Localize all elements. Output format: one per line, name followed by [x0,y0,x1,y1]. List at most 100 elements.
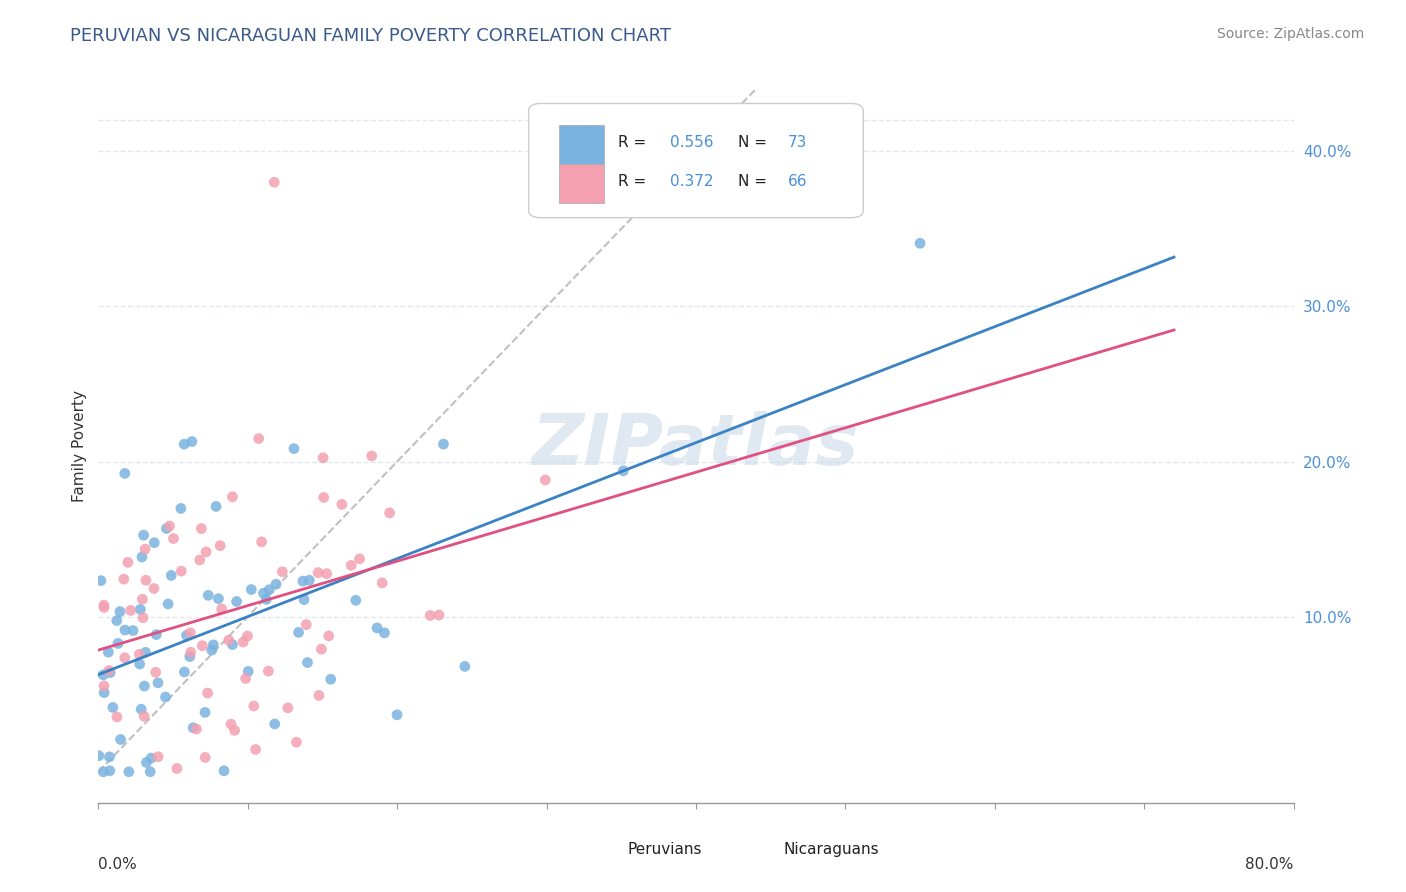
Point [277,701,299,715]
Point [97,645,120,659]
Text: PERUVIAN VS NICARAGUAN FAMILY POVERTY CORRELATION CHART: PERUVIAN VS NICARAGUAN FAMILY POVERTY CO… [70,27,671,45]
Point [179,649,201,664]
Point [105,710,128,724]
Point [135,756,157,770]
Point [194,750,217,764]
Point [110,732,132,747]
Point [194,706,217,720]
Point [257,664,280,678]
Point [93,600,115,615]
Point [98,764,121,778]
Point [114,650,136,665]
Point [218,633,240,648]
FancyBboxPatch shape [529,103,863,218]
Text: 80.0%: 80.0% [1246,857,1294,872]
Point [97,664,120,678]
Point [311,642,333,657]
Point [180,434,202,449]
Point [250,534,273,549]
Point [908,236,931,251]
Point [283,442,305,456]
Point [176,628,198,642]
Point [107,636,129,650]
Point [134,645,156,659]
Point [308,689,330,703]
Point [257,582,280,597]
Point [129,602,152,616]
Text: ZIPatlas: ZIPatlas [533,411,859,481]
Point [378,506,401,520]
FancyBboxPatch shape [558,125,605,164]
Point [128,657,150,671]
Point [180,645,202,659]
Text: 73: 73 [787,136,807,150]
Point [285,735,308,749]
Point [454,659,477,673]
Point [91,668,114,682]
Point [292,592,315,607]
Point [118,764,141,779]
Y-axis label: Family Poverty: Family Poverty [72,390,87,502]
Point [93,679,115,693]
Point [298,573,321,587]
Point [344,593,367,607]
Point [105,614,128,628]
FancyBboxPatch shape [558,164,605,203]
Point [155,521,177,535]
Point [427,608,450,623]
Point [181,721,204,735]
Point [101,700,124,714]
Point [330,497,353,511]
Point [360,449,382,463]
Point [209,539,232,553]
Point [264,577,287,591]
FancyBboxPatch shape [744,835,773,863]
Point [236,629,259,643]
Point [173,665,195,679]
Point [371,575,394,590]
Point [190,522,212,536]
Point [114,623,136,637]
Point [159,519,181,533]
Point [132,611,155,625]
Point [419,608,441,623]
Point [349,552,371,566]
Point [312,450,335,465]
Point [143,535,166,549]
Point [195,545,218,559]
Point [160,568,183,582]
Point [131,592,153,607]
Point [232,635,254,649]
Point [297,656,319,670]
Point [247,432,270,446]
Point [243,699,266,714]
Point [202,638,225,652]
Point [131,549,153,564]
Point [139,764,162,779]
Text: 66: 66 [787,175,807,189]
Point [166,762,188,776]
Point [197,686,219,700]
Point [122,624,145,638]
Point [245,742,267,756]
Point [134,709,156,723]
Point [120,603,142,617]
Point [263,175,285,189]
Point [134,679,156,693]
Point [117,555,139,569]
Point [221,638,243,652]
Point [173,437,195,451]
Point [319,672,342,686]
Point [340,558,363,573]
Point [162,532,184,546]
Point [238,665,260,679]
Point [98,750,121,764]
Text: N =: N = [738,136,772,150]
Point [112,572,135,586]
Point [134,542,156,557]
Point [179,625,201,640]
Point [224,723,246,738]
Point [135,574,157,588]
Point [225,594,247,608]
Point [129,702,152,716]
